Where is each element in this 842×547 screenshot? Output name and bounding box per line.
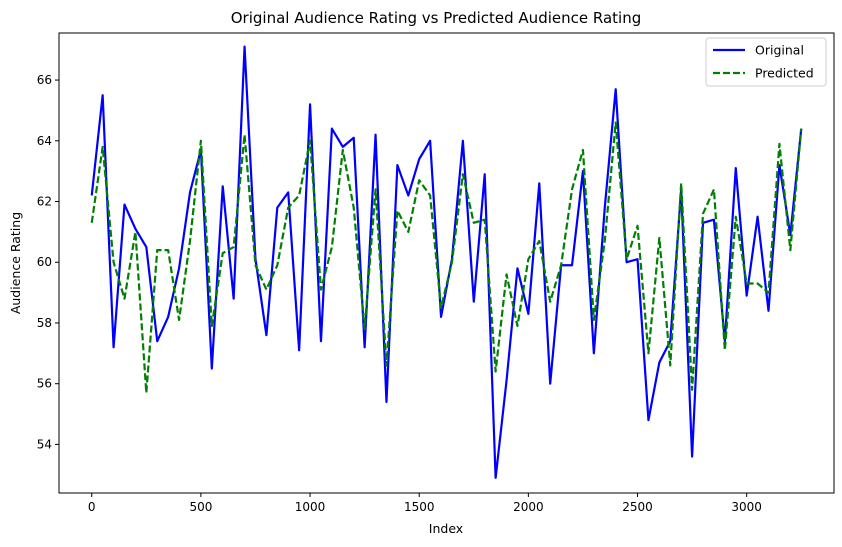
legend: Original Predicted	[705, 37, 827, 87]
x-tick-label: 1000	[295, 500, 326, 514]
legend-label-predicted: Predicted	[755, 66, 814, 81]
y-tick-label: 62	[37, 195, 52, 209]
y-tick-label: 54	[37, 437, 52, 451]
legend-label-original: Original	[755, 43, 804, 58]
y-tick-label: 56	[37, 377, 52, 391]
chart-title: Original Audience Rating vs Predicted Au…	[231, 9, 641, 27]
x-tick-label: 2500	[622, 500, 653, 514]
y-tick-label: 66	[37, 73, 52, 87]
x-tick-label: 500	[189, 500, 212, 514]
series-line-predicted	[90, 121, 803, 394]
x-tick-label: 0	[88, 500, 96, 514]
x-axis-ticks: 0 500 1000 1500 2000 2500 3000	[88, 493, 762, 514]
y-tick-label: 60	[37, 255, 52, 269]
x-tick-label: 2000	[513, 500, 544, 514]
x-tick-label: 1500	[404, 500, 435, 514]
x-tick-label: 3000	[731, 500, 762, 514]
x-axis-label: Index	[429, 521, 463, 536]
y-axis-ticks: 54 56 58 60 62 64 66	[37, 73, 59, 451]
series-layer	[90, 45, 803, 479]
y-tick-label: 58	[37, 316, 52, 330]
plot-frame	[58, 32, 835, 494]
y-axis-label: Audience Rating	[8, 212, 23, 314]
y-tick-label: 64	[37, 134, 52, 148]
